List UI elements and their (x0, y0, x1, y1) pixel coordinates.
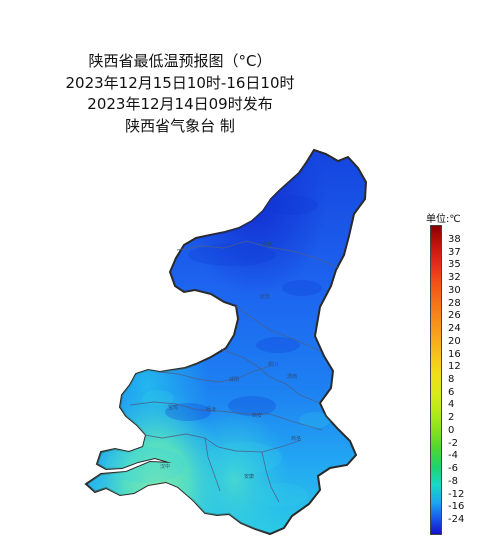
title-issuer: 陕西省气象台 制 (125, 116, 235, 135)
city-label-yangling: 杨凌 (206, 406, 216, 413)
boundary-west-south (129, 401, 323, 431)
legend-label-13: 4 (448, 399, 455, 411)
legend-label-16: -2 (448, 437, 458, 449)
legend-label-8: 20 (448, 335, 461, 347)
legend-label-12: 6 (448, 386, 455, 398)
legend-label-4: 30 (448, 284, 461, 296)
city-label-weinan: 渭南 (287, 373, 297, 380)
legend-label-3: 32 (448, 272, 461, 284)
legend-label-0: 38 (448, 234, 461, 245)
legend-color-bar (430, 225, 442, 535)
legend-label-11: 8 (448, 374, 455, 385)
legend-label-15: 0 (448, 424, 455, 436)
boundary-mid-west (158, 365, 271, 383)
title-block: 陕西省最低温预报图（°C） 2023年12月15日10时-16日10时 2023… (30, 53, 330, 139)
title-period: 2023年12月15日10时-16日10时 (65, 73, 295, 92)
boundary-mid-east (220, 348, 321, 404)
city-label-yanan: 延安 (260, 293, 270, 300)
legend-title: 单位:℃ (426, 214, 461, 225)
legend-label-1: 37 (448, 246, 461, 258)
legend-label-18: -6 (448, 463, 458, 475)
legend-label-7: 24 (448, 323, 461, 335)
legend-label-10: 12 (448, 361, 461, 373)
title-main: 陕西省最低温预报图（°C） (88, 52, 272, 70)
legend-labels: 38 37 35 32 30 28 26 24 20 16 12 8 6 4 2 0 -2 -4 -6 -8 -12 -1… (448, 225, 488, 535)
legend-label-14: 2 (448, 412, 455, 424)
legend-label-22: -24 (448, 514, 465, 525)
legend-label-9: 16 (448, 348, 461, 360)
boundary-north-central (176, 240, 340, 269)
boundary-southeast (261, 451, 280, 503)
city-label-baoji: 宝鸡 (168, 404, 178, 411)
legend-label-19: -8 (448, 475, 458, 487)
city-label-hanzhong: 汉中 (160, 463, 170, 470)
city-label-shangluo: 商洛 (291, 435, 301, 442)
city-label-xianyang: 咸阳 (229, 376, 239, 383)
legend-label-21: -16 (448, 501, 465, 513)
legend-label-2: 35 (448, 259, 461, 271)
city-label-tongchuan: 铜川 (268, 361, 278, 368)
title-release-time: 2023年12月14日09时发布 (87, 95, 273, 113)
legend-label-17: -4 (448, 450, 458, 462)
boundary-yanan (235, 305, 321, 352)
city-label-yulin: 榆林 (262, 241, 272, 248)
legend-label-5: 28 (448, 297, 461, 309)
boundary-southwest (144, 433, 302, 453)
legend-label-20: -12 (448, 488, 465, 500)
legend-label-6: 26 (448, 310, 461, 322)
city-label-ankang: 安康 (244, 473, 254, 480)
boundary-south-center (204, 437, 221, 492)
city-label-xian: 西安 (252, 412, 262, 419)
